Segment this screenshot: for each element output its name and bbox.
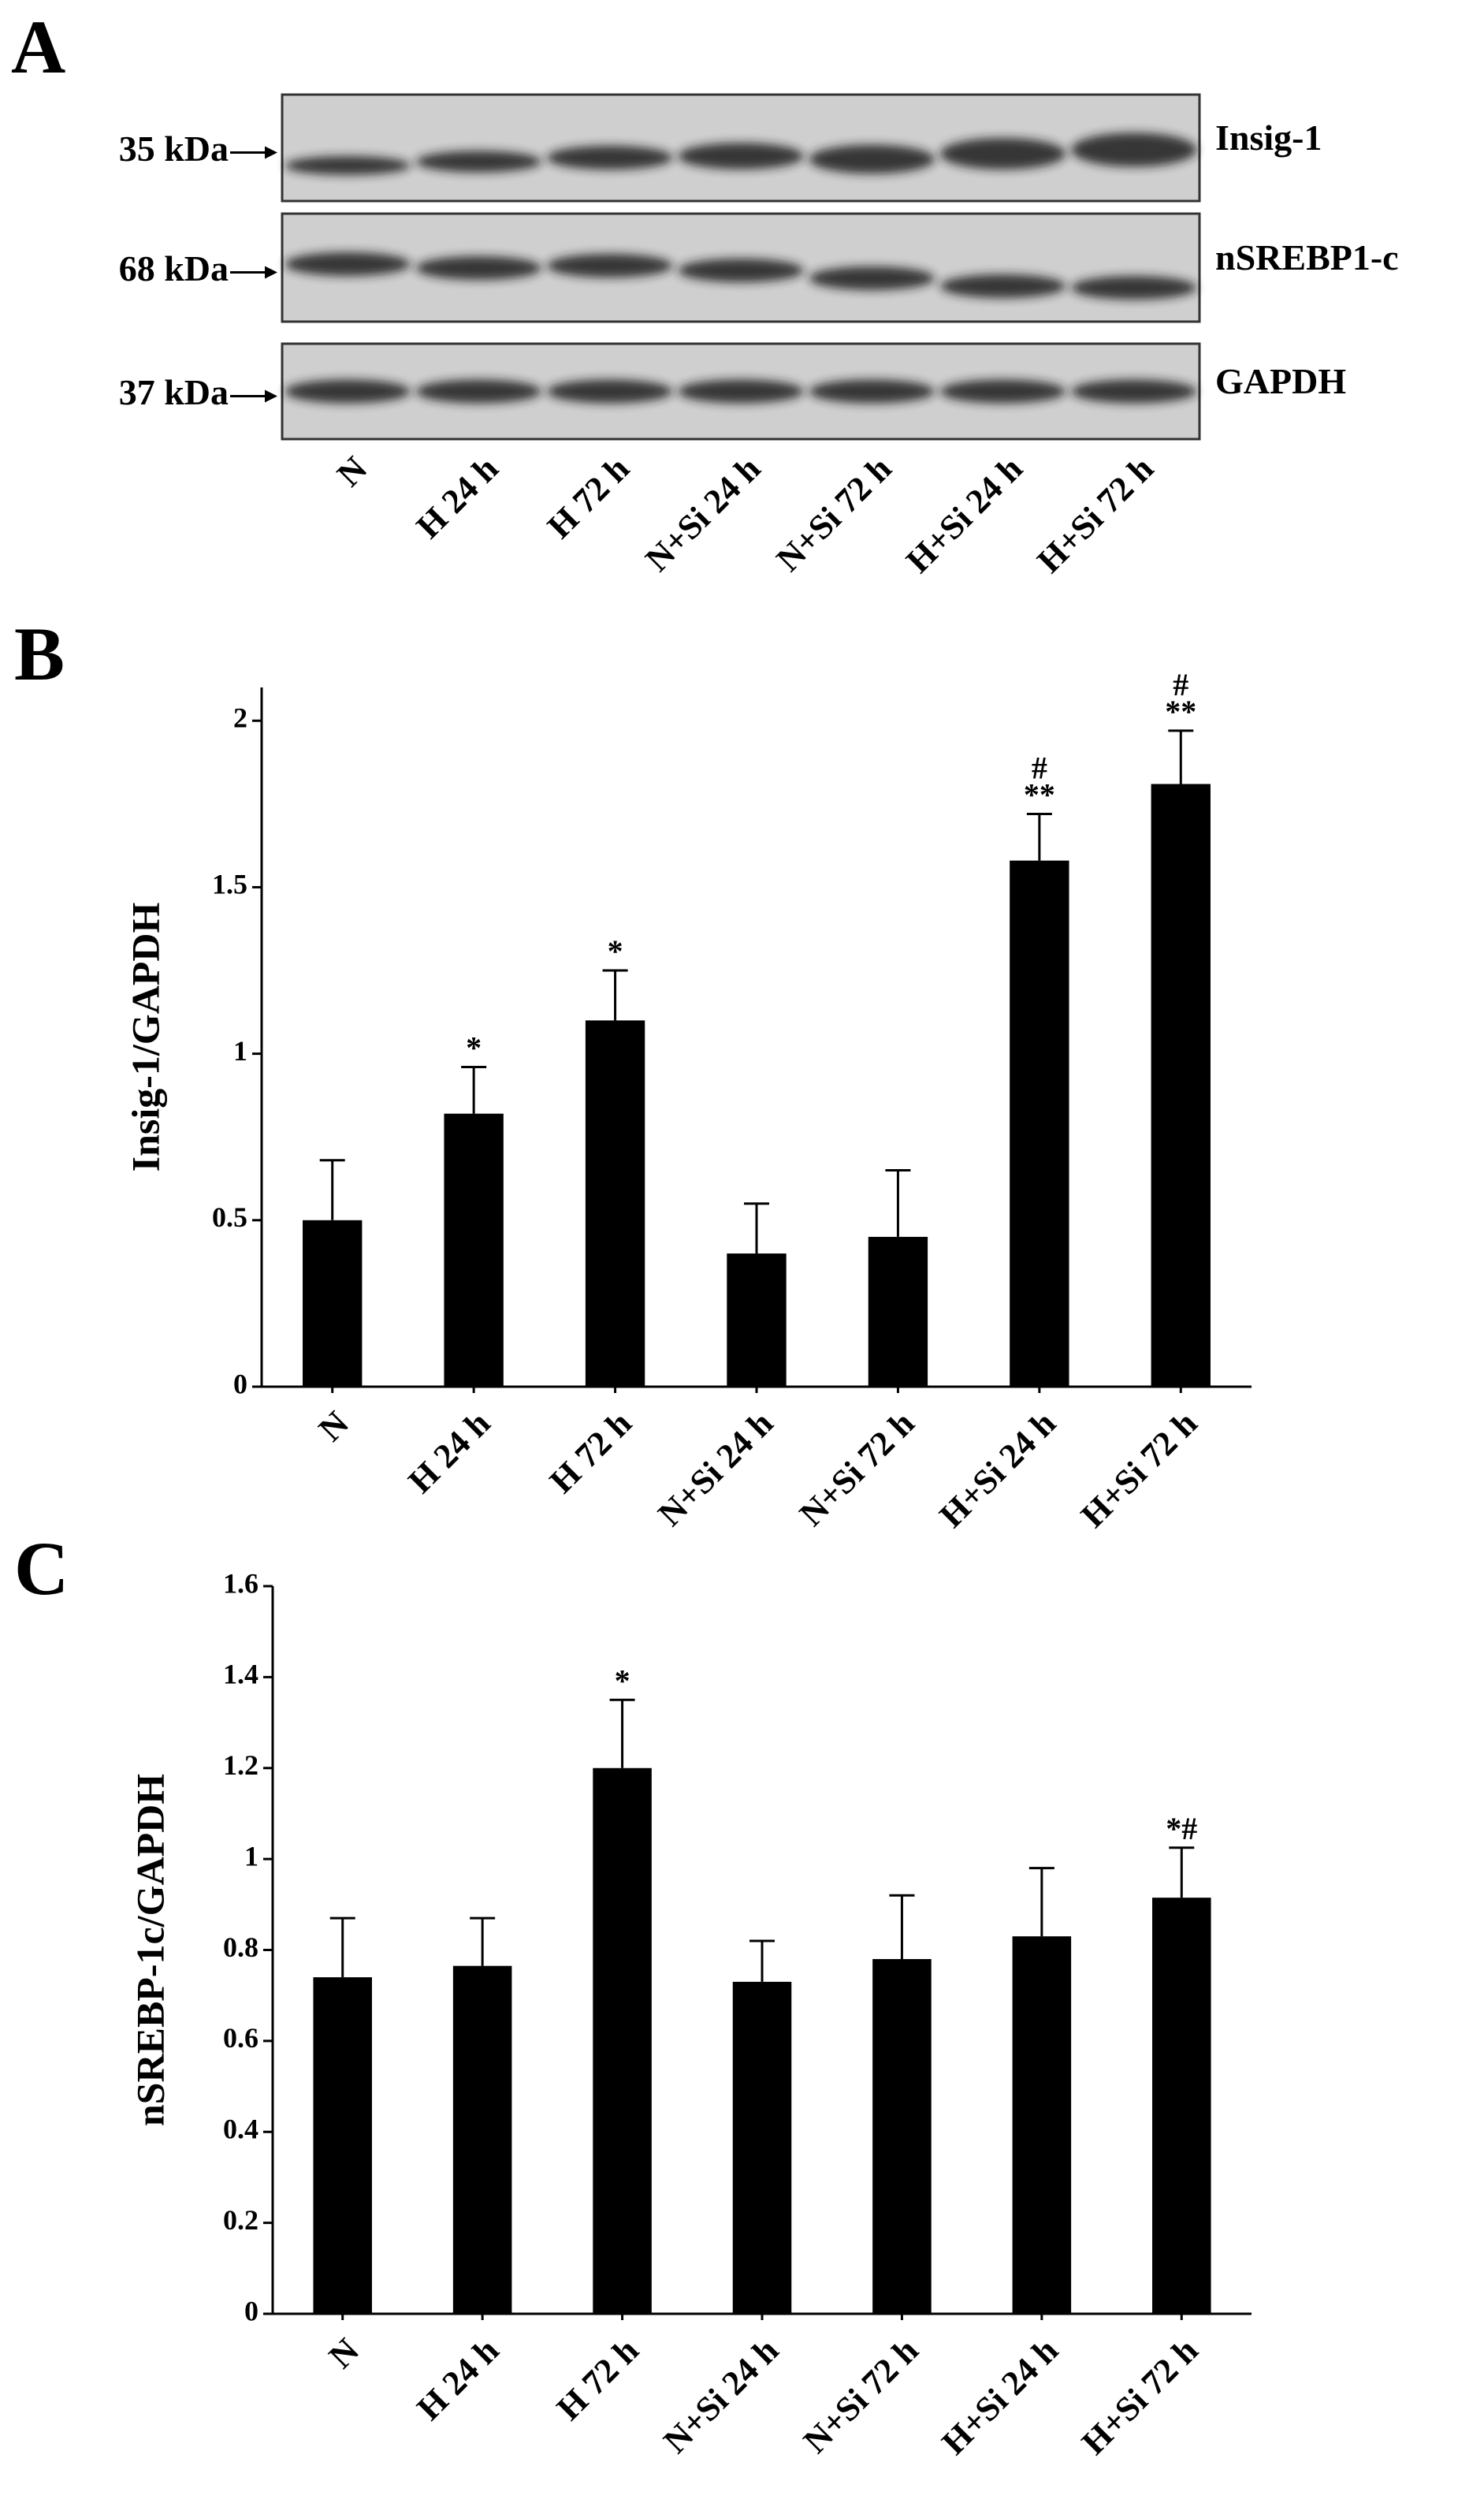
y-tick-label: 0.4: [223, 2114, 258, 2145]
y-tick-label: 0: [244, 2295, 258, 2326]
blot-band: [546, 145, 673, 170]
y-tick-label: 1.4: [223, 1659, 258, 1690]
x-tick-label: N+Si 24 h: [650, 1404, 780, 1534]
blot-band: [415, 379, 542, 404]
bar: [732, 1981, 792, 2314]
x-tick-label: H+Si 72 h: [1073, 1404, 1205, 1536]
y-tick-label: 2: [233, 702, 247, 734]
significance-mark: *: [615, 1663, 630, 1698]
protein-label: GAPDH: [1215, 361, 1346, 401]
blot-band: [678, 259, 804, 282]
blot-band: [285, 379, 411, 404]
x-tick-label: N+Si 24 h: [656, 2331, 786, 2461]
x-tick-label: N+Si 72 h: [796, 2331, 926, 2461]
x-tick-label: N+Si 72 h: [792, 1404, 922, 1534]
blot-band: [939, 138, 1066, 169]
lane-label: H+Si 72 h: [1030, 449, 1162, 581]
x-tick-label: H+Si 24 h: [935, 2331, 1066, 2463]
bar: [585, 1020, 645, 1387]
blot-band: [809, 144, 935, 174]
blot-band: [415, 151, 542, 173]
lane-label: N: [329, 449, 374, 494]
y-tick-label: 0.6: [223, 2022, 258, 2054]
bar: [1010, 860, 1069, 1387]
blot-band: [809, 379, 935, 404]
y-tick-label: 0.8: [223, 1931, 258, 1963]
x-tick-label: H 72 h: [549, 2331, 646, 2428]
y-tick-label: 1: [233, 1035, 247, 1067]
bar: [872, 1959, 932, 2314]
blot-band: [1071, 379, 1197, 404]
blot-band: [939, 274, 1066, 298]
panel-label: A: [11, 5, 65, 89]
blot-band: [939, 379, 1066, 404]
bar: [452, 1965, 512, 2314]
bar: [313, 1977, 372, 2314]
x-tick-label: H 24 h: [410, 2331, 507, 2428]
marker-label: 37 kDa: [119, 372, 229, 412]
significance-mark: *: [466, 1030, 482, 1066]
significance-mark: *: [608, 933, 623, 969]
lane-label: N+Si 72 h: [769, 449, 899, 579]
significance-mark: #: [1032, 751, 1047, 786]
blot-band: [546, 379, 673, 404]
significance-mark: #: [1173, 667, 1188, 702]
blot-band: [285, 252, 411, 276]
significance-mark: *#: [1166, 1811, 1197, 1846]
x-tick-label: H 24 h: [401, 1404, 498, 1501]
bar: [1012, 1936, 1072, 2314]
panel-label: C: [14, 1526, 69, 1611]
blot-band: [1071, 132, 1197, 167]
lane-label: N+Si 24 h: [638, 449, 768, 579]
y-tick-label: 0.2: [223, 2204, 258, 2236]
x-tick-label: H+Si 72 h: [1074, 2331, 1206, 2463]
marker-label: 68 kDa: [119, 248, 229, 289]
x-tick-label: H 72 h: [542, 1404, 639, 1501]
blot-band: [678, 143, 804, 169]
bar: [868, 1236, 928, 1387]
bar: [444, 1113, 504, 1387]
protein-label: nSREBP1-c: [1215, 237, 1399, 277]
significance-mark: **: [1165, 694, 1196, 729]
marker-arrowhead: [265, 266, 277, 279]
x-tick-label: N: [311, 1403, 356, 1448]
y-axis-title: nSREBP-1c/GAPDH: [128, 1774, 172, 2126]
marker-arrowhead: [265, 389, 277, 403]
blot-band: [809, 266, 935, 290]
protein-label: Insig-1: [1215, 117, 1322, 158]
y-tick-label: 1.6: [223, 1567, 258, 1599]
blot-band: [546, 254, 673, 277]
lane-label: H+Si 24 h: [898, 449, 1030, 581]
x-tick-label: N: [322, 2330, 366, 2375]
marker-arrowhead: [265, 146, 277, 159]
bar: [727, 1253, 787, 1387]
bar: [593, 1767, 652, 2314]
blot-band: [678, 379, 804, 404]
bar: [1151, 784, 1211, 1387]
y-tick-label: 1: [244, 1840, 258, 1872]
bar: [1152, 1898, 1211, 2314]
y-tick-label: 1.5: [212, 869, 247, 900]
panel-label: B: [14, 612, 65, 696]
lane-label: H 72 h: [540, 449, 637, 546]
blot-band: [285, 156, 411, 175]
x-tick-label: H+Si 24 h: [932, 1404, 1064, 1536]
y-tick-label: 0: [233, 1368, 247, 1399]
bar: [303, 1220, 363, 1387]
y-axis-title: Insig-1/GAPDH: [123, 903, 167, 1172]
y-tick-label: 0.5: [212, 1201, 247, 1233]
y-tick-label: 1.2: [223, 1749, 258, 1781]
marker-label: 35 kDa: [119, 129, 229, 169]
lane-label: H 24 h: [409, 449, 506, 546]
blot-band: [1071, 276, 1197, 300]
blot-band: [415, 256, 542, 280]
significance-mark: **: [1024, 777, 1055, 813]
